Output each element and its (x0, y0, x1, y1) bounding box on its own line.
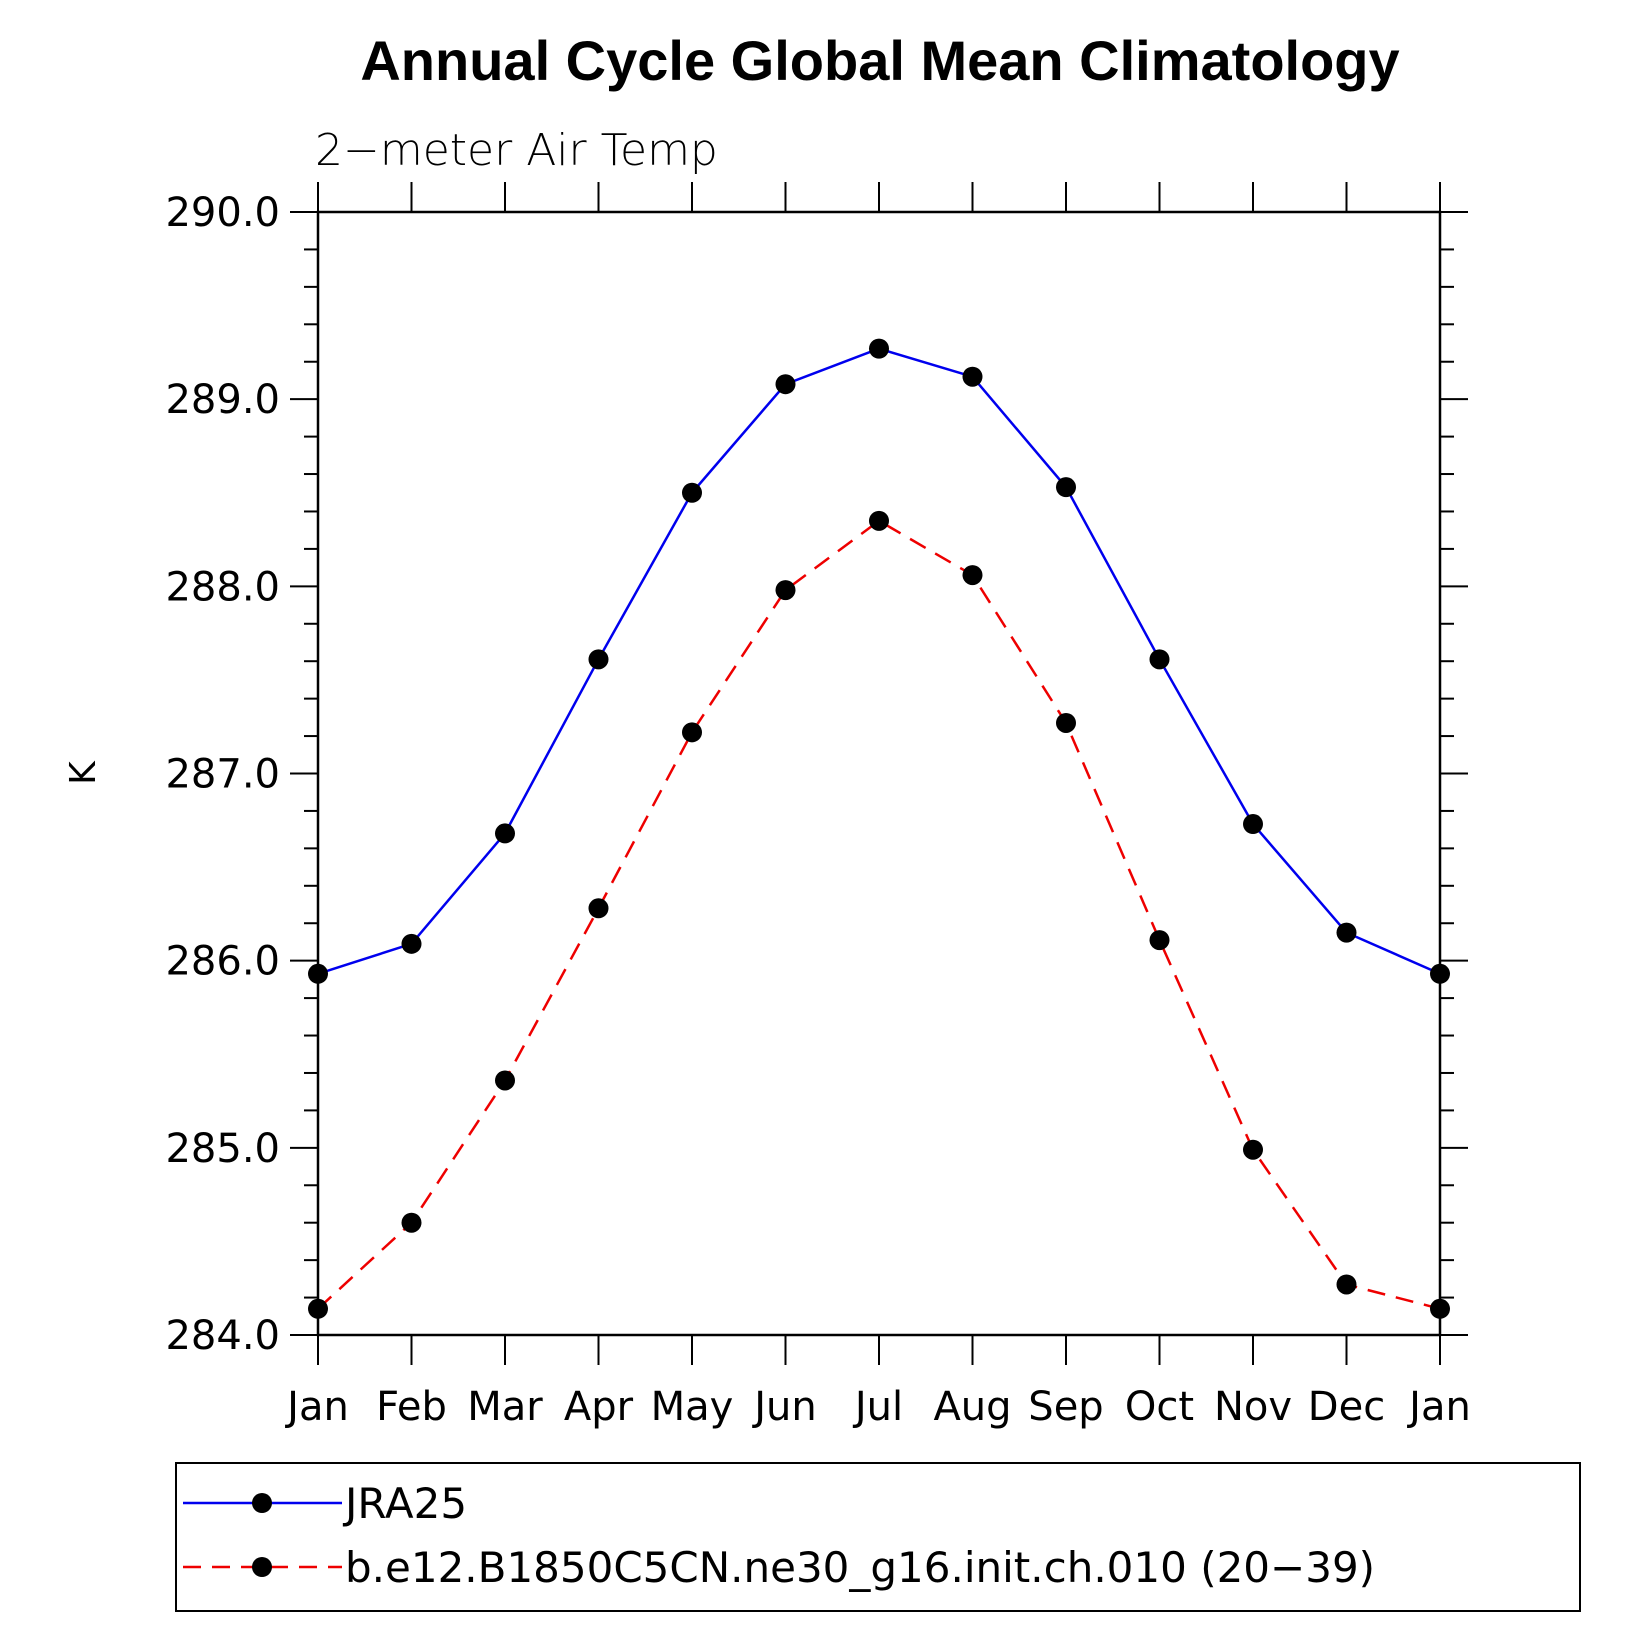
series-0-point (1243, 814, 1263, 835)
plot-frame (316, 210, 1442, 1337)
series-0-point (1056, 477, 1076, 498)
y-tick-label: 286.0 (165, 939, 280, 985)
x-tick-label: Jul (852, 1384, 903, 1430)
legend-label-model: b.e12.B1850C5CN.ne30_g16.init.ch.010 (20… (345, 1543, 1375, 1592)
y-tick-label: 289.0 (165, 377, 280, 423)
series-0-point (869, 338, 889, 359)
x-tick-label: Feb (376, 1384, 447, 1430)
series-0-point (962, 366, 983, 387)
series-0-point (1336, 922, 1357, 943)
legend: JRA25 b.e12.B1850C5CN.ne30_g16.init.ch.0… (175, 1462, 1581, 1612)
series-1-point (775, 580, 796, 601)
x-tick-label: Jan (1406, 1384, 1471, 1430)
y-axis-label: K (63, 760, 104, 785)
series-0-point (401, 933, 422, 954)
y-tick-label: 288.0 (165, 564, 280, 610)
y-tick-label: 285.0 (165, 1126, 280, 1172)
series-1-point (962, 565, 983, 586)
series-0-point (308, 963, 328, 984)
series-1-point (401, 1212, 422, 1233)
legend-marker-jra25 (252, 1493, 272, 1513)
series-line-1 (317, 519, 1441, 1311)
legend-marker-model (252, 1557, 272, 1577)
series-0-point (495, 823, 515, 844)
series-layer (308, 338, 1450, 1319)
series-1-point (1430, 1298, 1450, 1319)
chart-title: Annual Cycle Global Mean Climatology (360, 29, 1399, 92)
y-tick-label: 284.0 (165, 1313, 280, 1359)
x-tick-label: May (651, 1384, 734, 1430)
series-line-0 (317, 347, 1441, 975)
series-1-point (1243, 1139, 1263, 1160)
axes-layer: 284.0 285.0 286.0 287.0 288.0 289.0 290.0 Jan Fe… (165, 182, 1471, 1430)
x-tick-label: Sep (1028, 1384, 1103, 1430)
chart-subtitle: 2−meter Air Temp (315, 125, 718, 176)
y-tick-label: 287.0 (165, 752, 280, 798)
series-0-point (1149, 649, 1170, 670)
x-tick-label: Mar (467, 1384, 543, 1430)
series-1-point (308, 1298, 328, 1319)
series-0-point (1430, 963, 1450, 984)
x-tick-label: Aug (933, 1384, 1011, 1430)
series-0-point (588, 649, 609, 670)
series-0-point (682, 482, 702, 503)
series-1-point (1149, 930, 1170, 951)
x-tick-label: Apr (564, 1384, 634, 1430)
series-0-point (775, 374, 796, 395)
series-1-point (588, 898, 609, 919)
legend-label-jra25: JRA25 (342, 1479, 467, 1528)
x-tick-label: Jun (751, 1384, 817, 1430)
series-1-point (1336, 1274, 1357, 1295)
legend-box (175, 1462, 1581, 1612)
series-1-point (495, 1070, 515, 1091)
series-1-point (1056, 712, 1076, 733)
x-tick-label: Jan (284, 1384, 349, 1430)
series-1-point (682, 722, 702, 743)
series-1-point (869, 510, 889, 531)
y-tick-label: 290.0 (165, 190, 280, 236)
x-tick-label: Nov (1214, 1384, 1292, 1430)
x-tick-label: Oct (1125, 1384, 1194, 1430)
x-tick-label: Dec (1308, 1384, 1385, 1430)
